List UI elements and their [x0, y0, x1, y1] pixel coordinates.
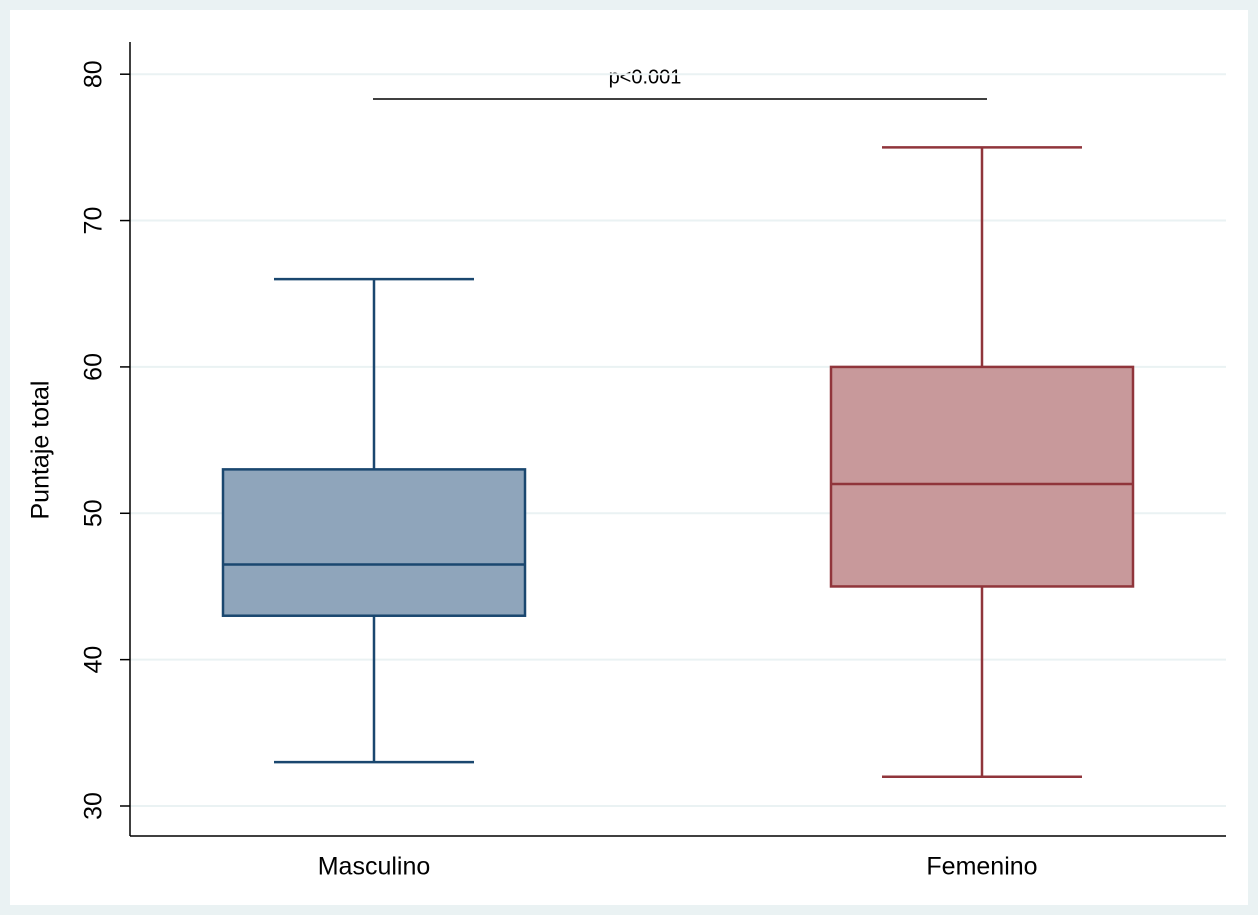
y-tick-label: 80 — [80, 60, 108, 88]
y-tick-label: 40 — [80, 646, 108, 674]
y-axis-label: Puntaje total — [27, 381, 55, 520]
y-tick-label: 30 — [80, 792, 108, 820]
box — [221, 468, 527, 617]
box — [829, 365, 1135, 588]
y-tick-label: 60 — [80, 353, 108, 381]
x-tick-label: Femenino — [926, 853, 1037, 881]
y-tick-label: 70 — [80, 207, 108, 235]
x-tick-label: Masculino — [318, 853, 431, 881]
y-tick-label: 50 — [80, 499, 108, 527]
annotation: p<0.001 — [609, 66, 682, 88]
